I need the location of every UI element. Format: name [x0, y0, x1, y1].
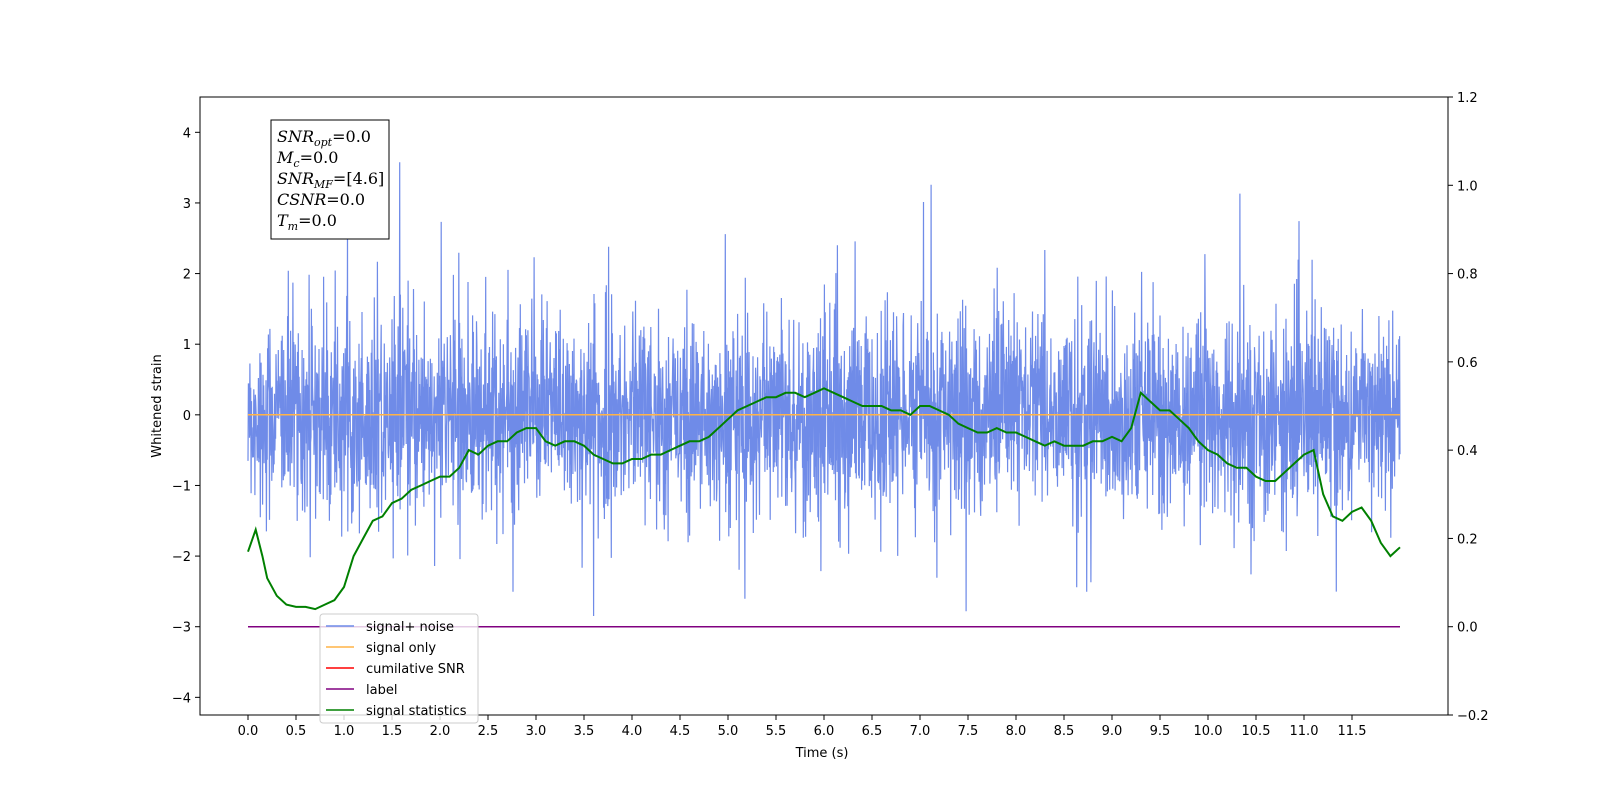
- y-left-tick-label: 4: [183, 126, 191, 141]
- legend-entry: cumilative SNR: [366, 662, 465, 677]
- x-tick-label: 10.5: [1242, 724, 1271, 739]
- x-tick-label: 11.0: [1290, 724, 1319, 739]
- x-axis-label: Time (s): [795, 746, 849, 761]
- y-left-tick-label: 2: [183, 268, 191, 283]
- x-tick-label: 9.5: [1150, 724, 1171, 739]
- x-tick-label: 2.0: [430, 724, 451, 739]
- x-tick-label: 4.5: [670, 724, 691, 739]
- x-tick-label: 0.0: [238, 724, 259, 739]
- info-box-line: Mc=0.0: [276, 148, 338, 170]
- y-right-tick-label: 0.6: [1457, 356, 1478, 371]
- y-right-tick-label: 0.2: [1457, 532, 1478, 547]
- series-signal-statistics: [247, 387, 1401, 611]
- y-left-tick-label: 0: [183, 409, 191, 424]
- y-right-tick-label: 0.4: [1457, 444, 1478, 459]
- x-tick-label: 7.5: [958, 724, 979, 739]
- y-left-tick-label: −3: [172, 621, 191, 636]
- y-axis-left-label: Whitened strain: [150, 354, 165, 457]
- info-box-frame: [270, 119, 390, 240]
- x-axis: 0.0 0.5 1.0 1.5 2.0 2.5 3.0 3.5 4.0 4.5 5.0 5.5 6.0 6…: [238, 715, 1367, 739]
- plot-area: [247, 162, 1401, 628]
- y-right-tick-label: 0.0: [1457, 621, 1478, 636]
- legend-entry: signal+ noise: [366, 620, 454, 635]
- y-right-tick-label: 0.8: [1457, 268, 1478, 283]
- series-signal-noise: [247, 162, 1401, 617]
- x-tick-label: 8.5: [1054, 724, 1075, 739]
- x-tick-label: 7.0: [910, 724, 931, 739]
- x-tick-label: 3.0: [526, 724, 547, 739]
- x-tick-label: 0.5: [286, 724, 307, 739]
- y-right-tick-label: 1.2: [1457, 91, 1478, 106]
- x-tick-label: 1.5: [382, 724, 403, 739]
- x-tick-label: 6.0: [814, 724, 835, 739]
- x-tick-label: 1.0: [334, 724, 355, 739]
- legend-entry: signal statistics: [366, 704, 467, 719]
- x-tick-label: 2.5: [478, 724, 499, 739]
- x-tick-label: 9.0: [1102, 724, 1123, 739]
- info-box-line: Tm=0.0: [277, 211, 337, 233]
- x-tick-label: 5.5: [766, 724, 787, 739]
- legend-entry: signal only: [366, 641, 436, 656]
- info-box-line: SNRMF=[4.6]: [277, 169, 384, 191]
- y-left-tick-label: −4: [172, 691, 191, 706]
- y-left-tick-label: 1: [183, 338, 191, 353]
- y-right-tick-label: −0.2: [1457, 709, 1489, 724]
- y-left-tick-label: 3: [183, 197, 191, 212]
- y-axis-right: 1.2 1.0 0.8 0.6 0.4 0.2 0.0 −0.2: [1448, 91, 1489, 724]
- y-axis-left: 4 3 2 1 0 −1 −2 −3 −4: [172, 126, 200, 706]
- x-tick-label: 11.5: [1338, 724, 1367, 739]
- info-box-line: CSNR=0.0: [277, 190, 365, 209]
- x-tick-label: 4.0: [622, 724, 643, 739]
- legend: signal+ noise signal only cumilative SNR la…: [319, 613, 479, 724]
- y-left-tick-label: −1: [172, 479, 191, 494]
- x-tick-label: 10.0: [1194, 724, 1223, 739]
- x-tick-label: 5.0: [718, 724, 739, 739]
- x-tick-label: 3.5: [574, 724, 595, 739]
- legend-frame: [319, 613, 479, 724]
- y-left-tick-label: −2: [172, 550, 191, 565]
- x-tick-label: 8.0: [1006, 724, 1027, 739]
- info-box-line: SNRopt=0.0: [277, 127, 371, 149]
- y-right-tick-label: 1.0: [1457, 179, 1478, 194]
- x-tick-label: 6.5: [862, 724, 883, 739]
- legend-entry: label: [366, 683, 397, 698]
